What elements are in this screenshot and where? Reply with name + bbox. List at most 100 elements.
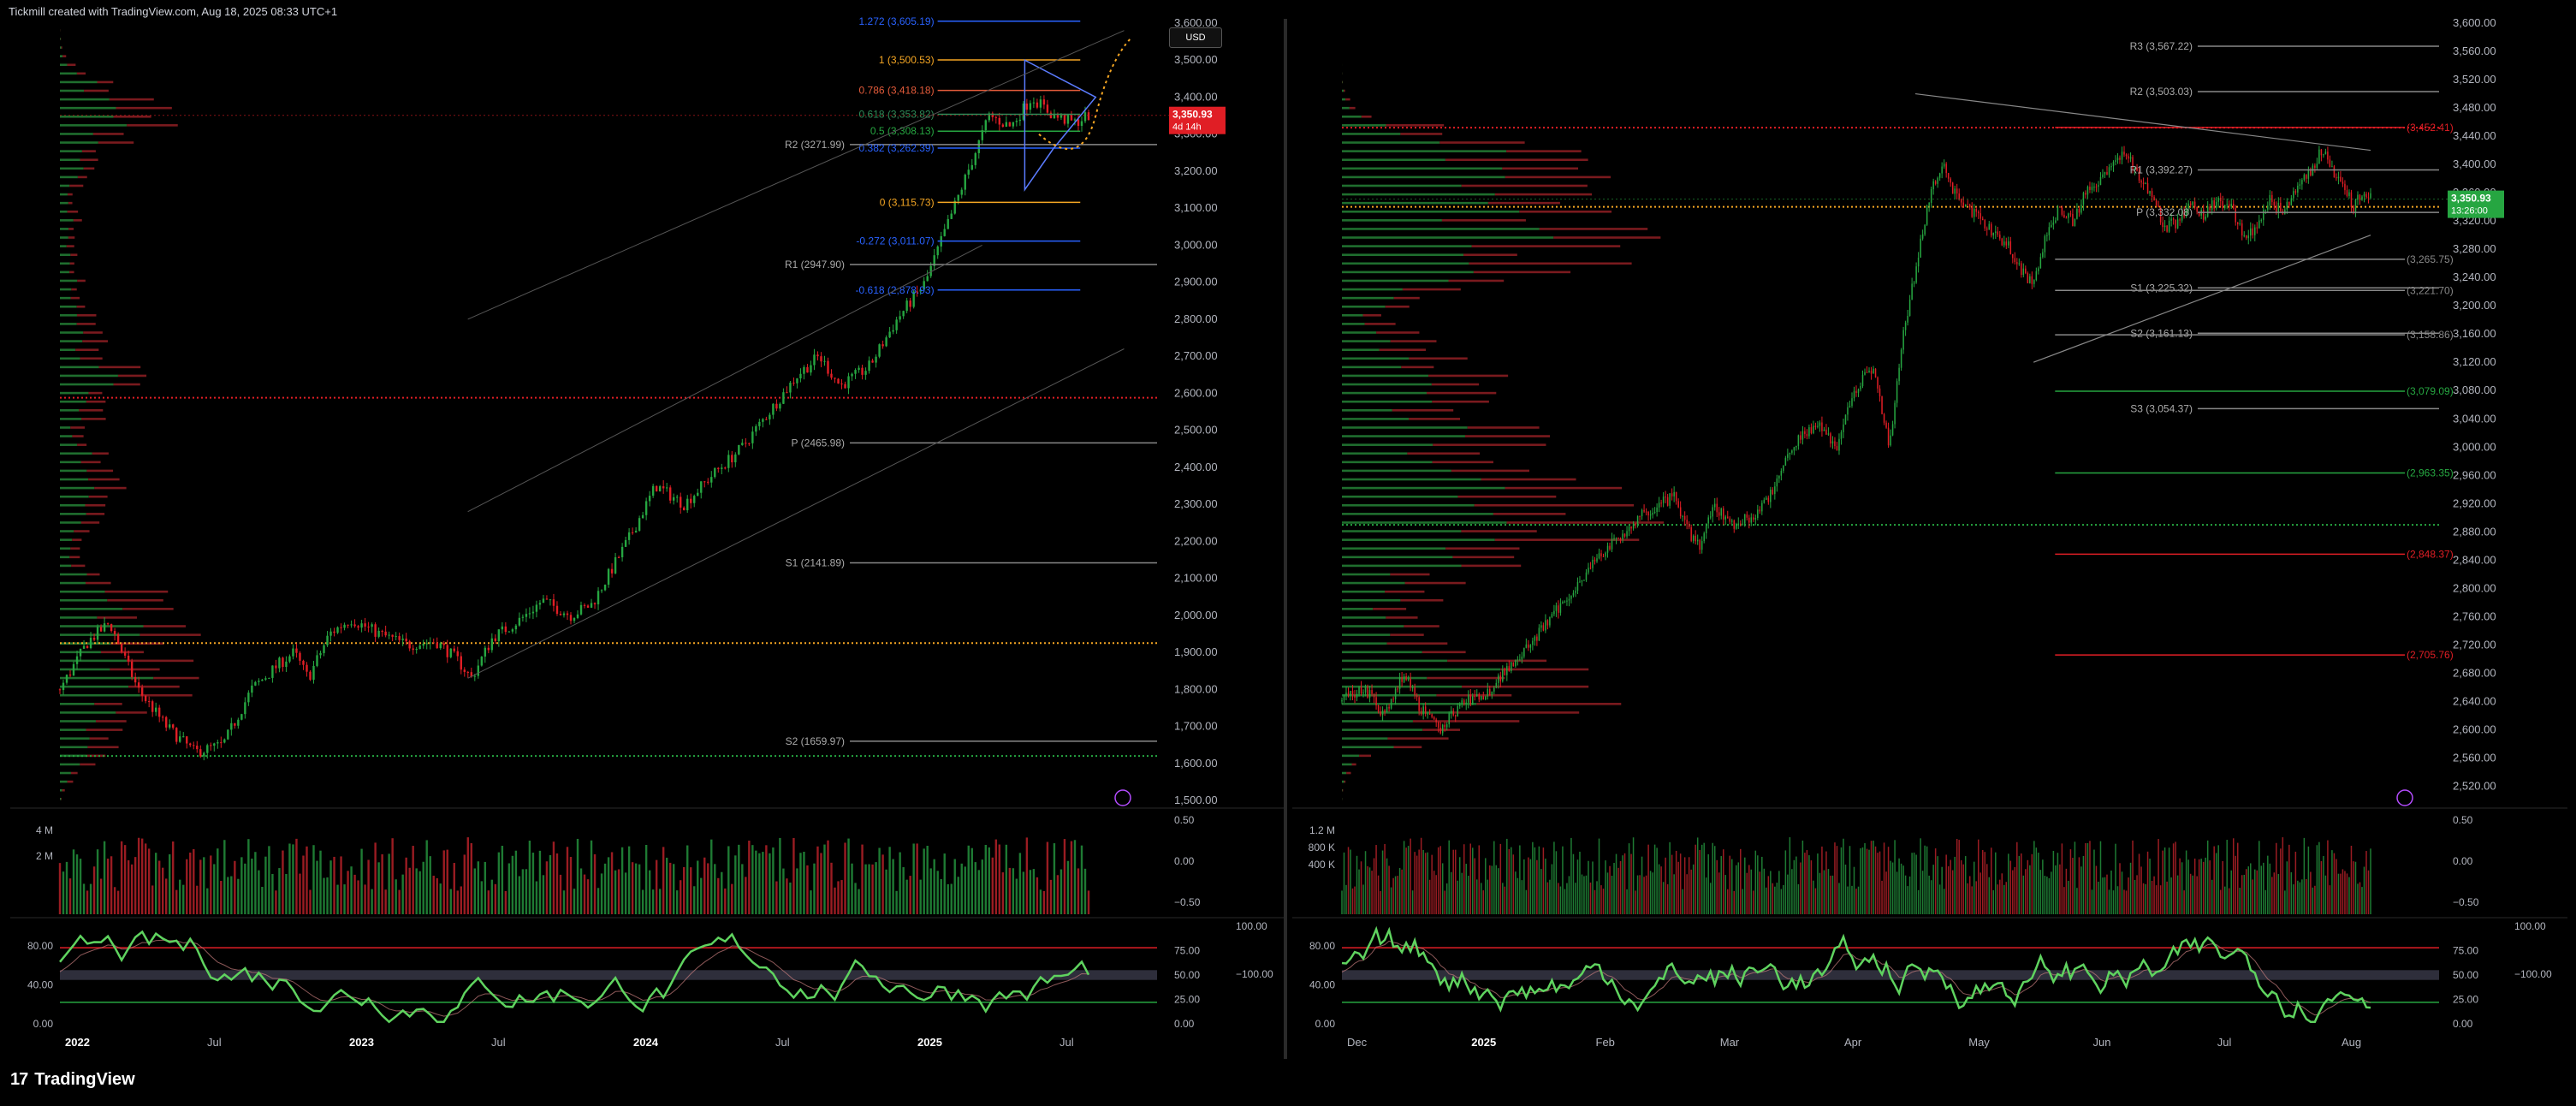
volume-bar xyxy=(755,850,757,914)
volume-bar xyxy=(1868,849,1870,914)
candle-up xyxy=(1742,523,1744,526)
volume-bar xyxy=(2031,853,2033,914)
volume-bar xyxy=(2267,855,2269,914)
volume-bar xyxy=(806,865,809,914)
profile-bar-down xyxy=(85,581,111,585)
candle-up xyxy=(1658,502,1660,508)
profile-bar-up xyxy=(60,201,68,205)
candle-up xyxy=(480,656,484,666)
volume-bar xyxy=(1780,889,1783,914)
candle-up xyxy=(892,330,894,332)
volume-bar xyxy=(1662,882,1665,914)
candle-up xyxy=(1943,164,1945,167)
candle-up xyxy=(1029,103,1032,110)
candle-down xyxy=(1542,625,1545,631)
volume-bar xyxy=(374,842,377,914)
pivot-label: S1 (3,225.32) xyxy=(2130,282,2193,294)
volume-bar xyxy=(1411,890,1414,914)
candle-up xyxy=(1720,508,1722,516)
price-tag-sub: 4d 14h xyxy=(1172,122,1202,133)
volume-bar xyxy=(1018,853,1022,914)
candle-up xyxy=(2052,222,2055,225)
y-tick-label: 2,800.00 xyxy=(2453,581,2496,594)
candle-up xyxy=(2277,202,2280,213)
price-tag-value: 3,350.93 xyxy=(1172,109,1213,121)
volume-bar xyxy=(1991,847,1992,914)
volume-bar xyxy=(1855,889,1857,914)
candle-up xyxy=(984,120,988,131)
volume-bar xyxy=(2052,850,2055,914)
volume-bar xyxy=(576,838,579,914)
volume-bar xyxy=(2306,878,2307,914)
volume-bar xyxy=(1592,861,1594,914)
volume-bar xyxy=(1934,848,1937,914)
candle-up xyxy=(734,454,737,463)
profile-bar-down xyxy=(1407,452,1481,455)
candle-down xyxy=(552,599,555,606)
volume-bar xyxy=(2044,876,2046,914)
volume-bar xyxy=(1461,872,1463,914)
volume-bar xyxy=(405,857,407,914)
candle-up xyxy=(1707,517,1709,524)
volume-bar xyxy=(2078,857,2080,914)
profile-bar-down xyxy=(67,210,79,213)
candle-up xyxy=(1701,541,1703,550)
candle-up xyxy=(1343,695,1345,700)
profile-bar-down xyxy=(76,323,96,325)
currency-selector[interactable]: USD xyxy=(1169,27,1222,48)
candle-up xyxy=(343,624,346,628)
volume-bar xyxy=(1502,883,1504,914)
volume-bar xyxy=(1791,869,1793,914)
volume-bar xyxy=(782,868,785,914)
profile-bar-down xyxy=(1404,581,1466,585)
volume-bar xyxy=(1827,869,1830,914)
candle-down xyxy=(1699,539,1701,550)
profile-bar-up xyxy=(60,693,140,697)
candle-up xyxy=(531,611,535,614)
candle-up xyxy=(1843,424,1844,432)
profile-bar-up xyxy=(60,486,95,490)
volume-bar xyxy=(1493,841,1495,914)
profile-bar-down xyxy=(66,245,74,247)
profile-bar-down xyxy=(88,495,108,498)
volume-bar xyxy=(1703,842,1705,914)
profile-bar-down xyxy=(1386,642,1448,645)
volume-bar xyxy=(1523,859,1525,914)
candle-up xyxy=(497,629,501,641)
volume-bar xyxy=(1615,853,1617,914)
candle-up xyxy=(418,645,421,650)
volume-bar xyxy=(137,837,140,914)
candle-up xyxy=(1538,627,1540,641)
volume-bar xyxy=(1598,838,1600,914)
volume-bar xyxy=(734,855,737,914)
volume-bar xyxy=(1398,867,1401,914)
profile-bar-up xyxy=(60,503,86,507)
candle-up xyxy=(1813,425,1814,433)
volume-bar xyxy=(278,868,281,914)
candle-up xyxy=(62,682,65,691)
volume-bar xyxy=(1997,884,1999,914)
candle-down xyxy=(1675,491,1677,502)
volume-bar xyxy=(408,867,411,914)
volume-bar xyxy=(1795,856,1797,914)
profile-bar-up xyxy=(60,63,68,67)
candle-down xyxy=(470,672,473,677)
candle-down xyxy=(1070,115,1073,121)
volume-bar xyxy=(1611,875,1613,914)
profile-bar-down xyxy=(1473,271,1571,274)
profile-bar-up xyxy=(1342,167,1503,170)
volume-bar xyxy=(96,849,99,914)
candle-up xyxy=(929,265,932,276)
volume-bar xyxy=(2065,868,2068,914)
volume-bar xyxy=(1679,853,1682,914)
volume-bar xyxy=(62,871,65,914)
candle-up xyxy=(2357,194,2359,200)
volume-bar xyxy=(340,856,342,914)
volume-bar xyxy=(2112,890,2115,914)
volume-bar xyxy=(1444,890,1445,914)
channel-line xyxy=(467,244,982,513)
volume-bar xyxy=(528,840,531,914)
profile-bar-up xyxy=(60,581,86,585)
candle-down xyxy=(2106,172,2108,175)
